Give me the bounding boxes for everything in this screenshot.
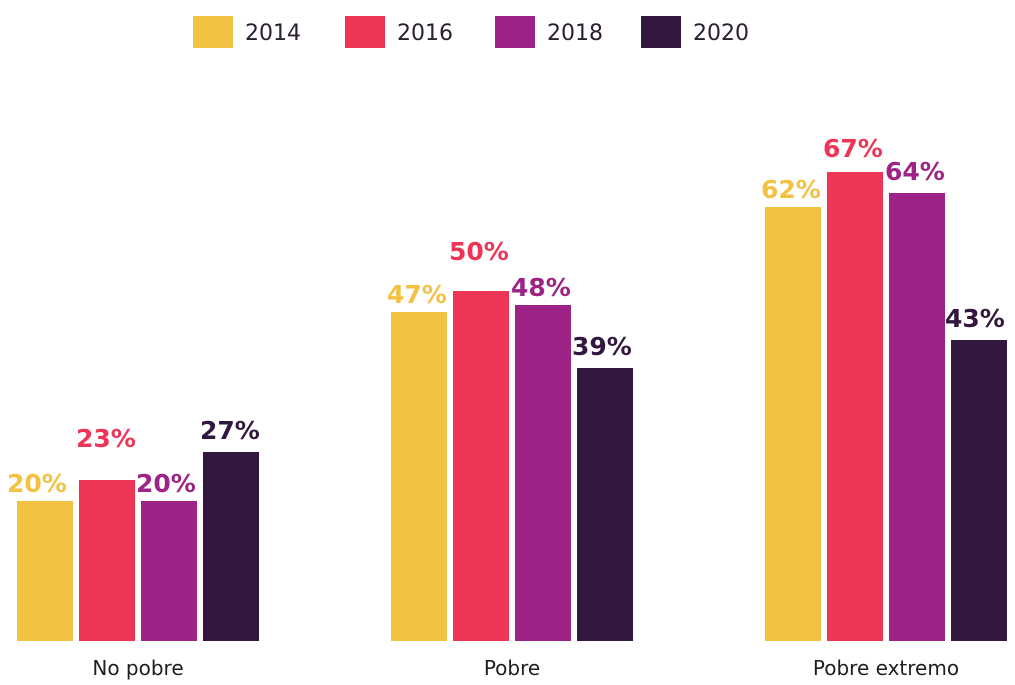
value-labels: 20%23%20%27%47%50%48%39%62%67%64%43% [7, 134, 1005, 498]
value-label-pobre-2020: 39% [572, 332, 632, 361]
bar-pobre-extremo-2018 [889, 193, 945, 641]
legend-label-2016: 2016 [397, 21, 453, 46]
bar-pobre-2016 [453, 291, 509, 641]
legend-swatch-2020 [641, 16, 681, 48]
bar-no-pobre-2016 [79, 480, 135, 641]
bar-pobre-extremo-2016 [827, 172, 883, 641]
category-label-pobre-extremo: Pobre extremo [813, 656, 959, 680]
bar-pobre-2020 [577, 368, 633, 641]
legend-label-2018: 2018 [547, 21, 603, 46]
category-labels: No pobre Pobre Pobre extremo [92, 656, 959, 680]
value-label-no-pobre-2020: 27% [200, 416, 260, 445]
bar-pobre-extremo-2014 [765, 207, 821, 641]
value-label-pobre-extremo-2020: 43% [945, 304, 1005, 333]
legend: 2014 2016 2018 2020 [193, 16, 749, 48]
legend-swatch-2016 [345, 16, 385, 48]
category-label-pobre: Pobre [484, 656, 540, 680]
value-label-pobre-2016: 50% [449, 237, 509, 266]
legend-label-2020: 2020 [693, 21, 749, 46]
value-label-no-pobre-2018: 20% [136, 469, 196, 498]
bar-no-pobre-2018 [141, 501, 197, 641]
category-label-no-pobre: No pobre [92, 656, 183, 680]
bar-no-pobre-2020 [203, 452, 259, 641]
bar-pobre-2018 [515, 305, 571, 641]
bar-no-pobre-2014 [17, 501, 73, 641]
bar-pobre-extremo-2020 [951, 340, 1007, 641]
value-label-pobre-extremo-2016: 67% [823, 134, 883, 163]
bar-pobre-2014 [391, 312, 447, 641]
value-label-pobre-extremo-2014: 62% [761, 175, 821, 204]
value-label-no-pobre-2016: 23% [76, 424, 136, 453]
value-label-pobre-extremo-2018: 64% [885, 157, 945, 186]
legend-label-2014: 2014 [245, 21, 301, 46]
bars [17, 172, 1007, 641]
value-label-pobre-2018: 48% [511, 273, 571, 302]
legend-swatch-2018 [495, 16, 535, 48]
value-label-no-pobre-2014: 20% [7, 469, 67, 498]
legend-swatch-2014 [193, 16, 233, 48]
value-label-pobre-2014: 47% [387, 280, 447, 309]
